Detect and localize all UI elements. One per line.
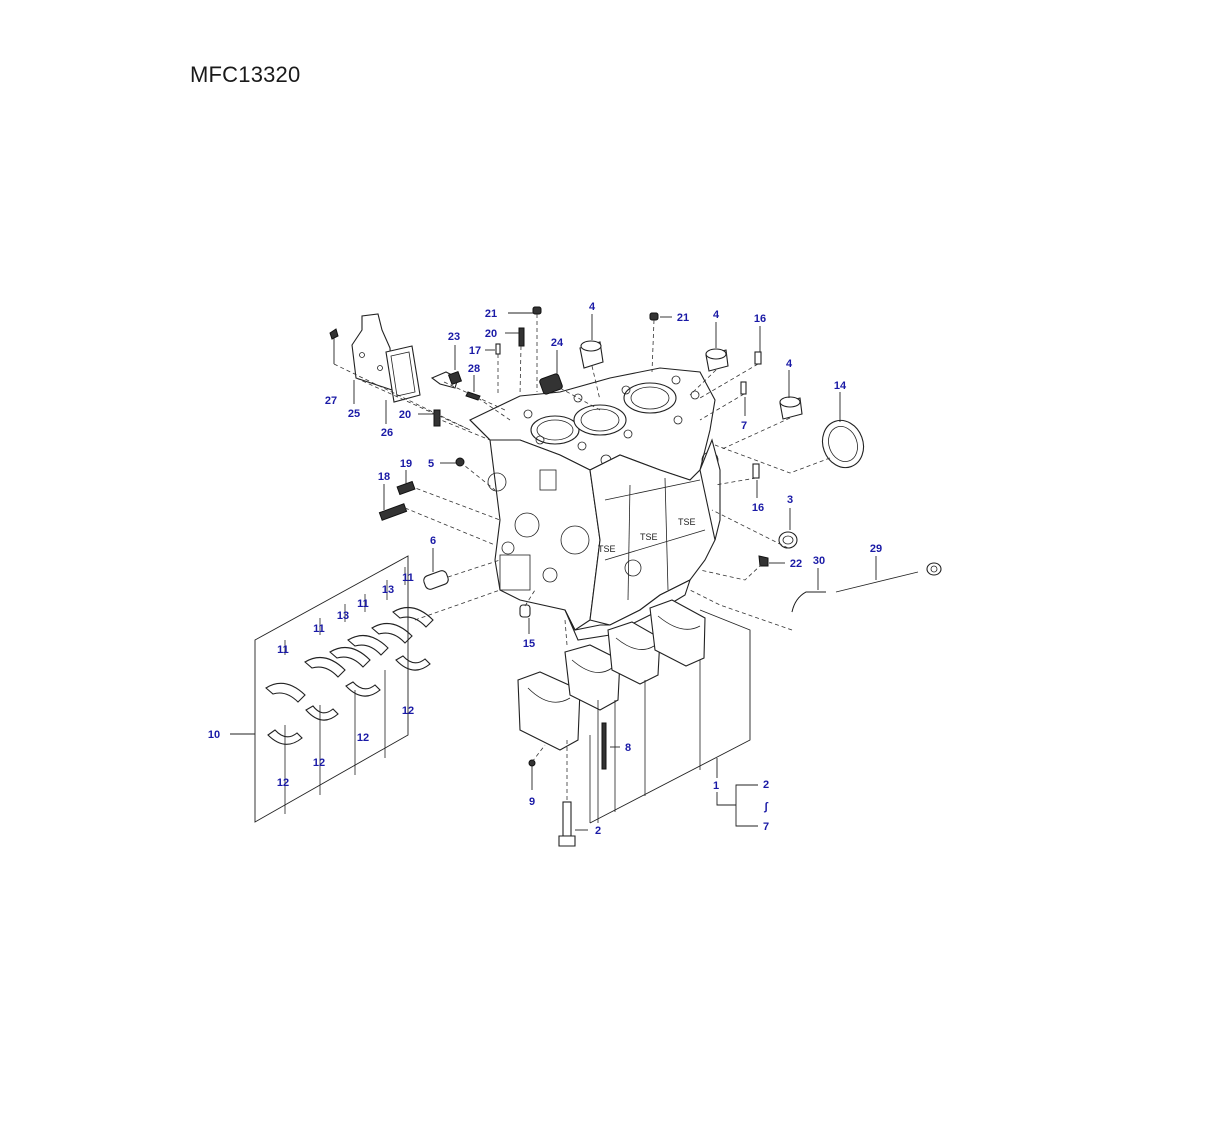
callout-26: 26 xyxy=(381,427,393,439)
callout-20-top: 20 xyxy=(485,328,497,340)
callout-28: 28 xyxy=(468,363,480,375)
callout-2-bolt: 2 xyxy=(595,825,601,837)
callout-12-b: 12 xyxy=(357,732,369,744)
callout-11-d: 11 xyxy=(277,644,289,656)
callout-16-top: 16 xyxy=(754,313,766,325)
callout-12-c: 12 xyxy=(313,757,325,769)
guide-lines xyxy=(230,312,877,831)
cylinder-block: TSE TSE TSE xyxy=(469,367,721,641)
diagram-code: MFC13320 xyxy=(190,62,301,87)
callout-7-top: 7 xyxy=(741,420,747,432)
callout-29: 29 xyxy=(870,543,882,555)
callout-14: 14 xyxy=(834,380,847,392)
svg-text:TSE: TSE xyxy=(640,532,658,542)
callout-4-mid: 4 xyxy=(713,309,720,321)
callout-10: 10 xyxy=(208,729,220,741)
callout-labels: 27 25 26 23 28 21 20 17 24 4 21 4 16 4 1… xyxy=(208,301,882,837)
callout-13-a: 13 xyxy=(382,584,394,596)
callout-21-top: 21 xyxy=(485,308,497,320)
callout-5: 5 xyxy=(428,458,434,470)
callout-1: 1 xyxy=(713,780,719,792)
svg-text:TSE: TSE xyxy=(678,517,696,527)
callout-16-lower: 16 xyxy=(752,502,764,514)
callout-17: 17 xyxy=(469,345,481,357)
callout-27: 27 xyxy=(325,395,337,407)
main-bearing-caps xyxy=(517,599,706,751)
callout-4-right: 4 xyxy=(786,358,793,370)
callout-20-left: 20 xyxy=(399,409,411,421)
hardware-parts xyxy=(378,306,942,847)
svg-text:TSE: TSE xyxy=(598,544,616,554)
callout-3: 3 xyxy=(787,494,793,506)
range-symbol: ∫ xyxy=(763,801,768,813)
callout-22: 22 xyxy=(790,558,802,570)
callout-4-left: 4 xyxy=(589,301,596,313)
callout-2-range: 2 xyxy=(763,779,769,791)
callout-9: 9 xyxy=(529,796,535,808)
callout-11-c: 11 xyxy=(313,623,325,635)
front-cover-plate xyxy=(329,313,421,403)
callout-11-a: 11 xyxy=(402,572,414,584)
callout-24: 24 xyxy=(551,337,564,349)
callout-11-b: 11 xyxy=(357,598,369,610)
callout-13-b: 13 xyxy=(337,610,349,622)
callout-21-right: 21 xyxy=(677,312,689,324)
callout-6: 6 xyxy=(430,535,436,547)
callout-18: 18 xyxy=(378,471,390,483)
callout-15: 15 xyxy=(523,638,535,650)
callout-12-a: 12 xyxy=(402,705,414,717)
callout-25: 25 xyxy=(348,408,360,420)
callout-30: 30 xyxy=(813,555,825,567)
callout-8: 8 xyxy=(625,742,631,754)
callout-7-range: 7 xyxy=(763,821,769,833)
callout-19: 19 xyxy=(400,458,412,470)
callout-23: 23 xyxy=(448,331,460,343)
callout-12-d: 12 xyxy=(277,777,289,789)
